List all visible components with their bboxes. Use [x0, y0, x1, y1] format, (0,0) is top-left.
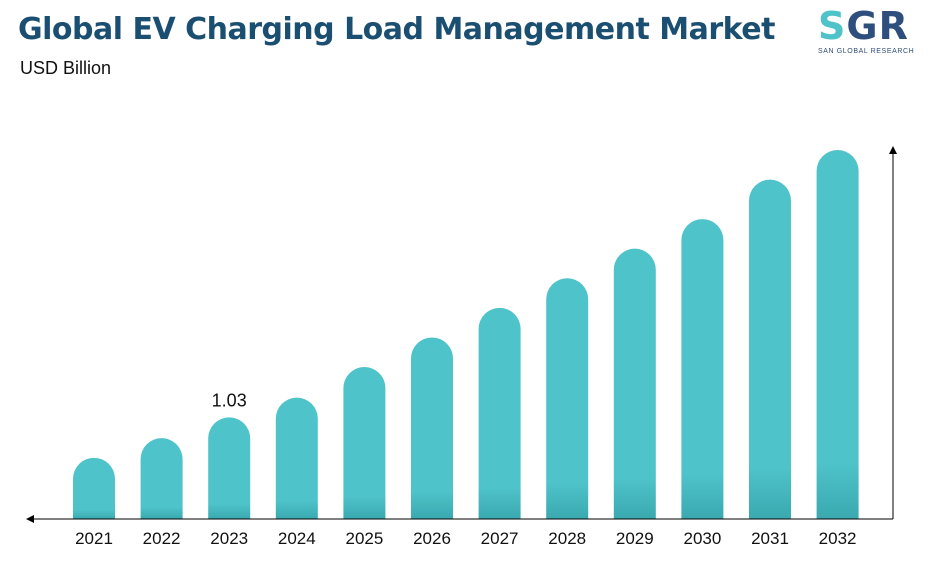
bar-2032 — [816, 150, 859, 520]
x-tick-2028: 2028 — [548, 529, 586, 548]
x-tick-2029: 2029 — [616, 529, 654, 548]
bar-2023 — [208, 417, 251, 519]
bar-2026 — [411, 337, 453, 519]
bar-2031 — [749, 179, 791, 520]
bar-2024 — [275, 397, 318, 519]
x-tick-2024: 2024 — [278, 529, 316, 548]
x-tick-2027: 2027 — [481, 529, 519, 548]
x-tick-2025: 2025 — [345, 529, 383, 548]
x-tick-2023: 2023 — [210, 529, 248, 548]
data-label-2023: 1.03 — [212, 390, 247, 410]
chart-subtitle: USD Billion — [20, 58, 112, 78]
bar-2025 — [343, 367, 386, 519]
x-tick-2032: 2032 — [819, 529, 857, 548]
bar-2028 — [546, 278, 589, 519]
x-tick-labels: 2021 2022 2023 2024 2025 2026 2027 2028 2029 2030… — [75, 529, 856, 548]
bars-group — [73, 150, 859, 520]
x-tick-2026: 2026 — [413, 529, 451, 548]
chart-title: Global EV Charging Load Management Marke… — [18, 12, 775, 47]
axes — [26, 146, 897, 523]
bar-2030 — [681, 219, 724, 519]
bar-2021 — [73, 457, 115, 519]
x-tick-2021: 2021 — [75, 529, 113, 548]
logo-text: SAN GLOBAL RESEARCH — [818, 48, 915, 55]
x-tick-2030: 2030 — [683, 529, 721, 548]
x-tick-2022: 2022 — [143, 529, 181, 548]
bar-2022 — [140, 438, 183, 519]
x-tick-2031: 2031 — [751, 529, 789, 548]
bar-2027 — [478, 307, 521, 519]
data-labels: 1.03 — [212, 390, 247, 410]
logo-mark: SGR — [818, 4, 909, 48]
sgr-logo: SGR SAN GLOBAL RESEARCH — [818, 6, 918, 60]
bar-2029 — [613, 248, 656, 519]
